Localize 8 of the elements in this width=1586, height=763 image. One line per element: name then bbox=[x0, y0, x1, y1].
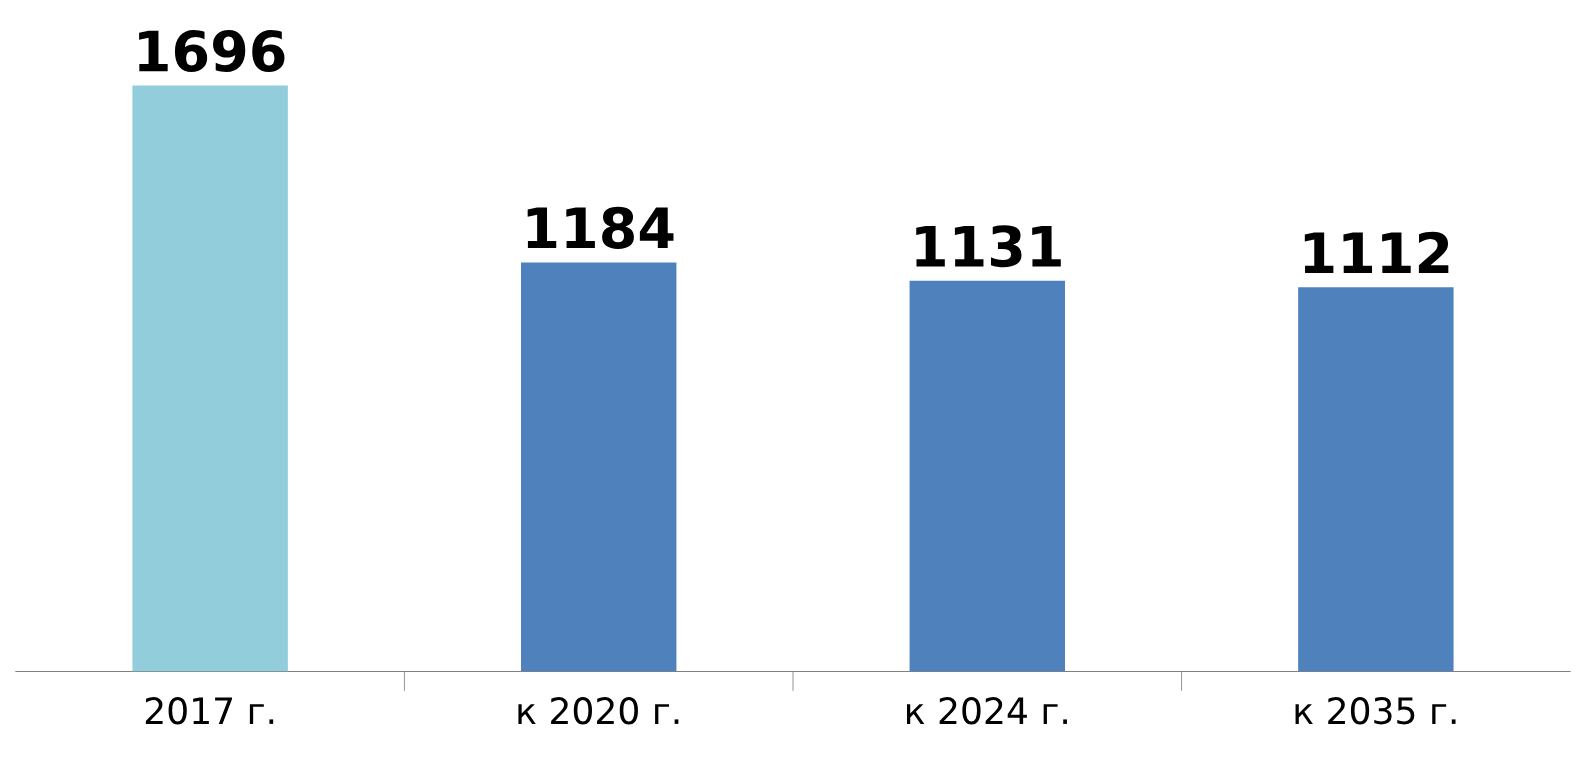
data-label: 1112 bbox=[1304, 231, 1449, 273]
x-tick-label: к 2024 г. bbox=[907, 697, 1067, 725]
x-tick-label: к 2035 г. bbox=[1295, 697, 1456, 725]
x-tick-label: 2017 г. bbox=[145, 697, 274, 725]
x-tick-label: к 2020 г. bbox=[518, 697, 679, 725]
data-label: 1131 bbox=[916, 225, 1061, 268]
data-label: 1696 bbox=[139, 30, 285, 73]
data-label: 1184 bbox=[527, 206, 674, 249]
